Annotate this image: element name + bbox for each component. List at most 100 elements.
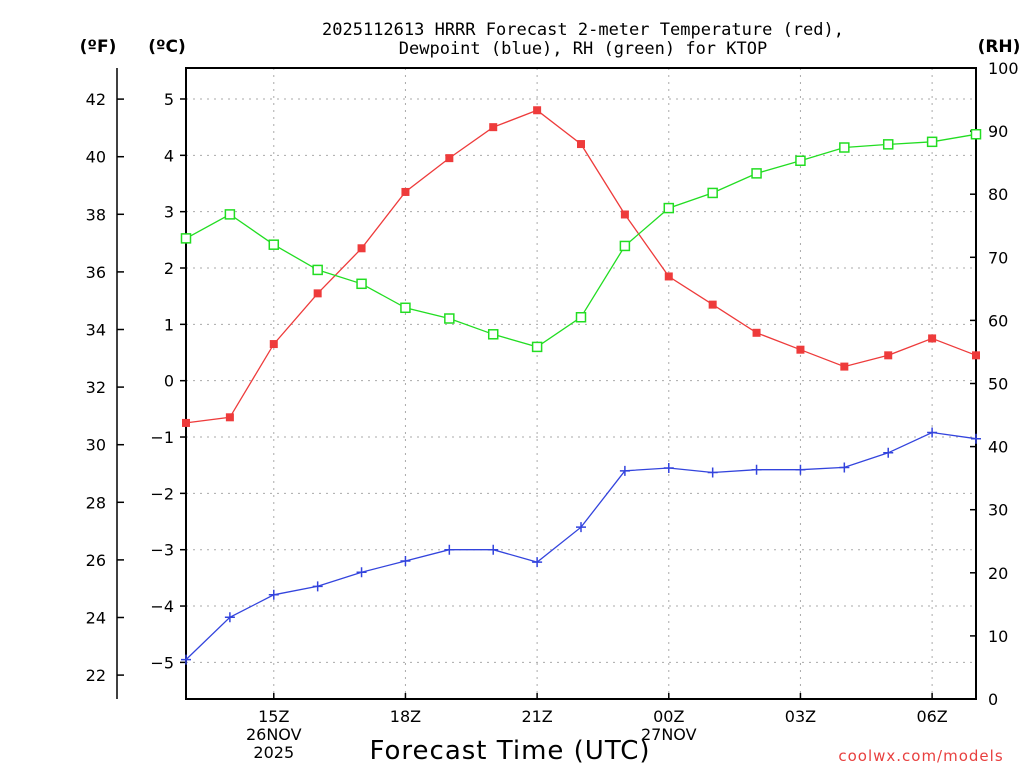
rh-point — [882, 139, 894, 150]
temperature-point — [577, 140, 585, 149]
rh-point — [795, 155, 806, 167]
fahrenheit-unit-label: (ºF) — [80, 37, 117, 57]
rh-point — [663, 202, 675, 214]
title-line-1: 2025112613 HRRR Forecast 2-meter Tempera… — [322, 20, 844, 40]
time-tick-label: 06Z — [916, 707, 947, 726]
time-tick-label: 26NOV — [246, 725, 302, 744]
celsius-tick-label: 1 — [164, 315, 174, 334]
dewpoint-series — [181, 427, 981, 665]
celsius-tick-label: 5 — [164, 90, 174, 109]
dewpoint-line — [185, 431, 977, 661]
dewpoint-point — [181, 654, 191, 665]
time-tick-label: 18Z — [390, 707, 421, 726]
temperature-point — [752, 328, 761, 337]
temperature-point — [796, 345, 805, 354]
celsius-unit-label: (ºC) — [148, 37, 186, 57]
rh-point — [268, 239, 280, 250]
rh-tick-label: 30 — [988, 501, 1008, 520]
temperature-series — [182, 106, 980, 427]
celsius-tick-label: 3 — [164, 203, 174, 222]
temperature-point — [972, 351, 980, 360]
celsius-tick-label: −5 — [150, 653, 174, 672]
time-tick-label: 27NOV — [641, 725, 697, 744]
rh-point — [312, 264, 323, 276]
dewpoint-point — [224, 612, 235, 623]
fahrenheit-tick-label: 32 — [86, 378, 106, 397]
fahrenheit-tick-label: 22 — [86, 666, 106, 685]
temperature-point — [620, 210, 629, 219]
dewpoint-point — [839, 462, 850, 473]
rh-point — [751, 168, 762, 179]
temperature-point — [664, 272, 673, 281]
x-axis-label: Forecast Time (UTC) — [369, 736, 650, 766]
rh-tick-label: 80 — [988, 185, 1008, 204]
rh-unit-label: (RH) — [978, 37, 1021, 57]
rh-point — [400, 302, 411, 314]
fahrenheit-tick-label: 34 — [86, 321, 106, 340]
temperature-point — [489, 123, 498, 132]
rh-point — [619, 240, 631, 252]
rh-tick-label: 0 — [988, 690, 998, 709]
rh-point — [224, 209, 236, 220]
rh-point — [356, 278, 367, 290]
rh-tick-label: 90 — [988, 122, 1008, 141]
temperature-point — [357, 244, 366, 253]
rh-point — [180, 233, 192, 244]
rh-point — [487, 329, 499, 340]
dewpoint-point — [268, 589, 279, 600]
fahrenheit-tick-label: 30 — [86, 436, 106, 455]
celsius-tick-label: −4 — [150, 597, 174, 616]
rh-tick-label: 60 — [988, 311, 1008, 330]
temperature-line — [185, 109, 977, 424]
rh-point — [531, 341, 543, 353]
dewpoint-point — [356, 567, 367, 578]
time-tick-label: 2025 — [253, 743, 294, 762]
dewpoint-point — [400, 555, 411, 566]
temperature-point — [401, 187, 410, 196]
temperature-point — [313, 289, 322, 298]
fahrenheit-tick-label: 28 — [86, 493, 106, 512]
fahrenheit-tick-label: 36 — [86, 263, 106, 282]
celsius-tick-label: −2 — [150, 484, 174, 503]
celsius-tick-label: 4 — [164, 146, 174, 165]
temperature-point — [225, 413, 234, 422]
fahrenheit-tick-label: 26 — [86, 551, 106, 570]
dewpoint-point — [619, 465, 630, 476]
rh-tick-label: 40 — [988, 438, 1008, 457]
dewpoint-point — [663, 463, 674, 474]
celsius-axis: 5 4 3 2 1 0 −1 −2 −3 −4 −5 — [150, 90, 186, 672]
dewpoint-point — [883, 447, 894, 458]
temperature-point — [445, 154, 454, 163]
rh-series — [180, 129, 982, 353]
temperature-point — [928, 334, 937, 343]
celsius-tick-label: 2 — [164, 259, 174, 278]
rh-point — [970, 129, 982, 140]
temperature-point — [708, 300, 717, 309]
fahrenheit-tick-label: 40 — [86, 148, 106, 167]
fahrenheit-tick-label: 42 — [86, 90, 106, 109]
dewpoint-point — [576, 522, 586, 533]
dewpoint-point — [707, 467, 718, 478]
rh-point — [444, 313, 455, 324]
plot-frame — [185, 67, 977, 700]
temperature-point — [182, 418, 190, 427]
gridlines — [186, 68, 976, 699]
rh-tick-label: 10 — [988, 627, 1008, 646]
chart-title: 2025112613 HRRR Forecast 2-meter Tempera… — [322, 20, 844, 59]
title-line-2: Dewpoint (blue), RH (green) for KTOP — [399, 39, 767, 59]
data-series — [180, 106, 982, 665]
rh-point — [839, 142, 850, 153]
time-tick-label: 21Z — [521, 707, 552, 726]
rh-tick-label: 100 — [988, 59, 1019, 78]
time-tick-label: 03Z — [785, 707, 816, 726]
dewpoint-point — [927, 427, 938, 438]
credit-link[interactable]: coolwx.com/models — [838, 747, 1003, 765]
fahrenheit-tick-label: 38 — [86, 205, 106, 224]
rh-point — [707, 187, 718, 199]
fahrenheit-tick-label: 24 — [86, 608, 106, 627]
celsius-tick-label: −1 — [150, 428, 174, 447]
dewpoint-point — [444, 544, 455, 555]
